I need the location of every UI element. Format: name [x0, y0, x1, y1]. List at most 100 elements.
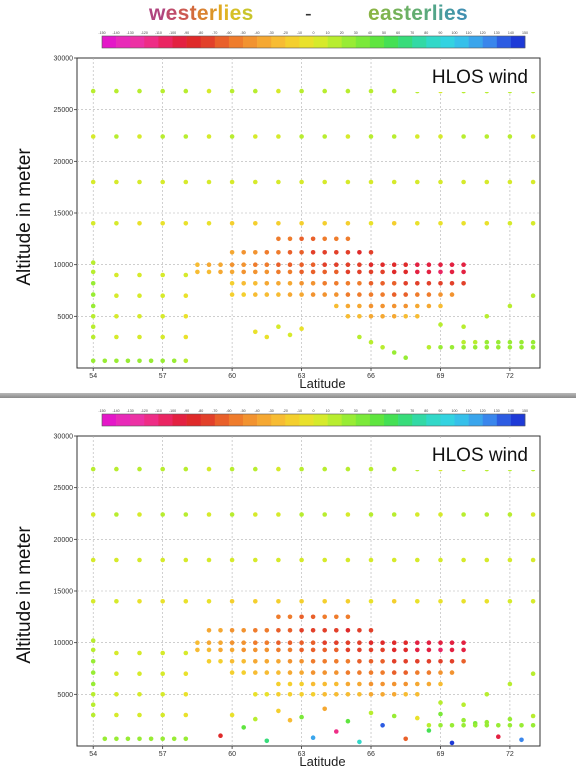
data-point [507, 221, 513, 226]
data-point [90, 692, 96, 697]
data-point [137, 358, 142, 364]
colorbar-swatch [299, 36, 314, 48]
data-point [391, 179, 397, 185]
data-point [229, 670, 235, 675]
data-point [368, 512, 374, 517]
colorbar-swatch [482, 36, 498, 48]
data-point [334, 269, 339, 275]
data-point [264, 281, 270, 286]
data-point [380, 647, 385, 653]
data-point [114, 221, 119, 226]
data-point [403, 262, 409, 267]
data-point [264, 670, 270, 675]
data-point [276, 692, 281, 697]
data-point [357, 262, 362, 267]
data-point [90, 88, 96, 94]
data-point [449, 281, 455, 286]
data-point [114, 712, 119, 718]
colorbar-swatch [482, 414, 498, 426]
data-point [461, 324, 466, 330]
data-point [345, 692, 351, 697]
data-point [90, 134, 96, 139]
x-tick-label: 66 [367, 373, 375, 380]
data-point [206, 659, 212, 664]
data-point [403, 355, 409, 361]
data-point [206, 512, 212, 517]
data-point [241, 250, 246, 255]
colorbar-tick-label: 40 [368, 31, 372, 35]
data-point [322, 599, 328, 604]
data-point [114, 599, 119, 604]
colorbar-tick-label: -90 [184, 409, 189, 413]
data-point [90, 281, 96, 286]
colorbar-tick-label: -40 [254, 31, 259, 35]
colorbar-swatch [355, 414, 371, 426]
data-point [368, 628, 374, 633]
data-point [334, 647, 339, 653]
colorbar-swatch [144, 36, 159, 48]
colorbar-tick-label: 0 [313, 409, 315, 413]
westerlies-letter: t [189, 2, 197, 25]
data-point [438, 179, 443, 185]
data-point [229, 628, 235, 633]
data-point [426, 303, 432, 309]
data-point [345, 718, 351, 724]
colorbar-swatch [200, 36, 216, 48]
data-point [368, 339, 374, 345]
data-point [229, 647, 235, 653]
data-point [206, 221, 212, 226]
data-point [438, 640, 443, 645]
data-point [253, 221, 258, 226]
data-point [438, 512, 443, 517]
data-point [530, 512, 536, 517]
data-point [125, 736, 131, 742]
colorbar-tick-label: -40 [254, 409, 259, 413]
data-point [345, 250, 351, 255]
colorbar-tick-label: -150 [98, 409, 105, 413]
x-tick-label: 54 [89, 751, 97, 758]
westerlies-letter: i [223, 2, 230, 25]
colorbar-swatch [426, 414, 441, 426]
data-point [530, 221, 536, 226]
data-point [160, 179, 165, 185]
data-point [276, 659, 281, 664]
data-point [160, 736, 165, 742]
data-point [345, 303, 351, 309]
figure-header: westerlies - easterlies [0, 2, 576, 30]
data-point [160, 221, 165, 226]
data-point [368, 221, 374, 226]
y-tick-label: 5000 [57, 692, 73, 699]
data-point [391, 640, 397, 645]
data-point [368, 659, 374, 664]
data-point [148, 736, 154, 742]
data-point [137, 466, 142, 472]
westerlies-letter: s [177, 2, 190, 25]
data-point [241, 292, 246, 297]
data-point [253, 599, 258, 604]
data-point [345, 599, 351, 604]
x-tick-label: 69 [437, 373, 445, 380]
data-point [415, 659, 420, 664]
data-point [322, 614, 328, 620]
data-point [438, 659, 443, 664]
colorbar-tick-label: 100 [452, 31, 458, 35]
data-point [322, 512, 328, 517]
data-point [90, 221, 96, 226]
data-point [345, 269, 351, 275]
data-point [461, 599, 466, 604]
data-point [519, 345, 524, 350]
data-point [496, 734, 501, 739]
data-point [102, 358, 108, 364]
x-tick-label: 57 [159, 373, 167, 380]
colorbar-swatch [200, 414, 216, 426]
data-point [530, 339, 536, 345]
data-point [507, 557, 513, 563]
data-point [229, 221, 235, 226]
data-point [287, 614, 293, 620]
data-point [438, 557, 443, 563]
data-point [496, 345, 501, 350]
data-point [368, 466, 374, 472]
data-point [299, 640, 304, 645]
data-point [310, 250, 316, 255]
data-point [287, 670, 293, 675]
